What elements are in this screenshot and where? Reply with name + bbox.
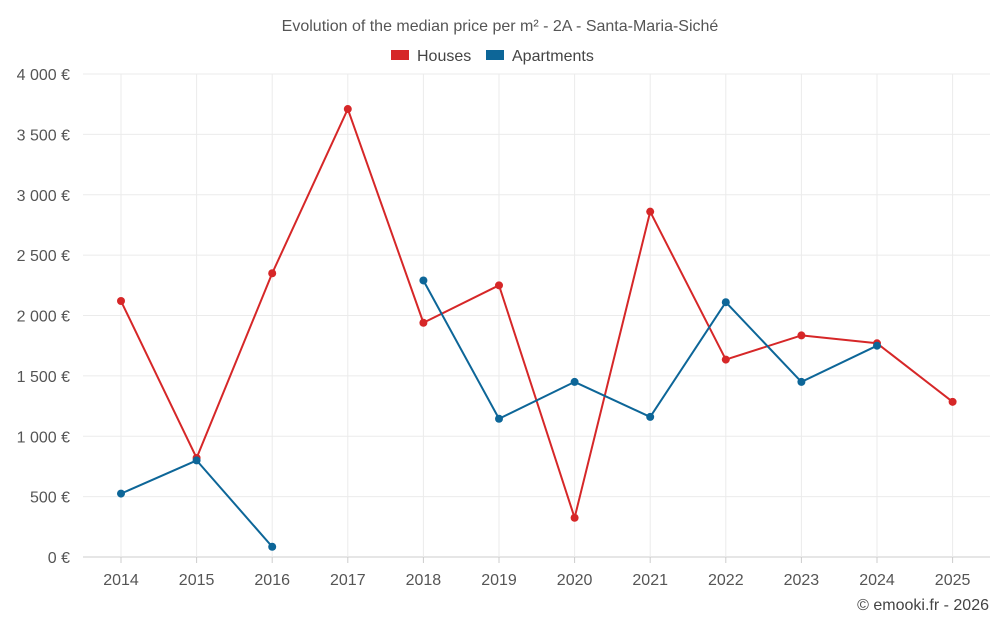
chart-grid [83,73,990,558]
houses-point-2019[interactable] [495,281,503,290]
y-tick-label: 500 € [30,490,70,507]
x-tick-label: 2023 [784,572,820,589]
x-tick-label: 2014 [103,572,139,589]
apartments-point-2024[interactable] [873,341,881,350]
houses-legend-label[interactable]: Houses [417,48,471,65]
houses-point-2025[interactable] [948,397,957,406]
apartments-point-2014[interactable] [117,489,125,498]
apartments-point-2016[interactable] [268,542,277,551]
houses-point-2022[interactable] [721,355,730,364]
houses-point-2016[interactable] [268,269,277,278]
y-tick-label: 1 000 € [17,429,70,446]
y-axis: 0 € 500 € 1 000 € 1 500 € 2 000 € 2 500 € 3 00… [17,67,70,567]
x-tick-label: 2021 [632,572,668,589]
y-tick-label: 4 000 € [17,67,70,84]
houses-legend-swatch[interactable] [391,50,409,60]
houses-point-2023[interactable] [797,331,806,340]
y-tick-label: 3 000 € [17,188,70,205]
y-tick-label: 3 500 € [17,127,70,144]
apartments-point-2020[interactable] [570,377,579,386]
x-tick-label: 2018 [406,572,442,589]
x-tick-label: 2020 [557,572,593,589]
apartments-point-2022[interactable] [721,298,730,307]
y-tick-label: 2 000 € [17,309,70,326]
x-tick-label: 2016 [254,572,290,589]
apartments-point-2023[interactable] [797,377,806,386]
apartments-legend-swatch[interactable] [486,50,504,60]
credit-text: © emooki.fr - 2026 [857,597,989,614]
x-tick-label: 2019 [481,572,517,589]
houses-point-2018[interactable] [419,318,428,327]
houses-series-line [120,108,954,519]
x-tick-label: 2017 [330,572,366,589]
apartments-legend-label[interactable]: Apartments [512,48,594,65]
apartments-point-2015[interactable] [192,456,201,465]
x-tick-label: 2022 [708,572,744,589]
x-tick-label: 2024 [859,572,895,589]
houses-point-2021[interactable] [646,207,655,216]
chart-title: Evolution of the median price per m² - 2… [282,18,719,35]
houses-point-2017[interactable] [343,105,352,114]
x-tick-label: 2015 [179,572,215,589]
y-tick-label: 1 500 € [17,369,70,386]
apartments-point-2021[interactable] [646,412,655,421]
apartments-point-2019[interactable] [495,414,503,423]
apartments-point-2018[interactable] [419,276,428,285]
y-tick-label: 0 € [48,550,70,567]
y-tick-label: 2 500 € [17,248,70,265]
houses-point-2020[interactable] [570,513,579,522]
chart-series [117,105,957,551]
x-tick-label: 2025 [935,572,971,589]
x-axis: 2014 2015 2016 2017 2018 2019 2020 2021 2022 2023… [103,557,970,589]
chart-legend: Houses Apartments [391,48,594,65]
houses-point-2014[interactable] [117,297,125,306]
